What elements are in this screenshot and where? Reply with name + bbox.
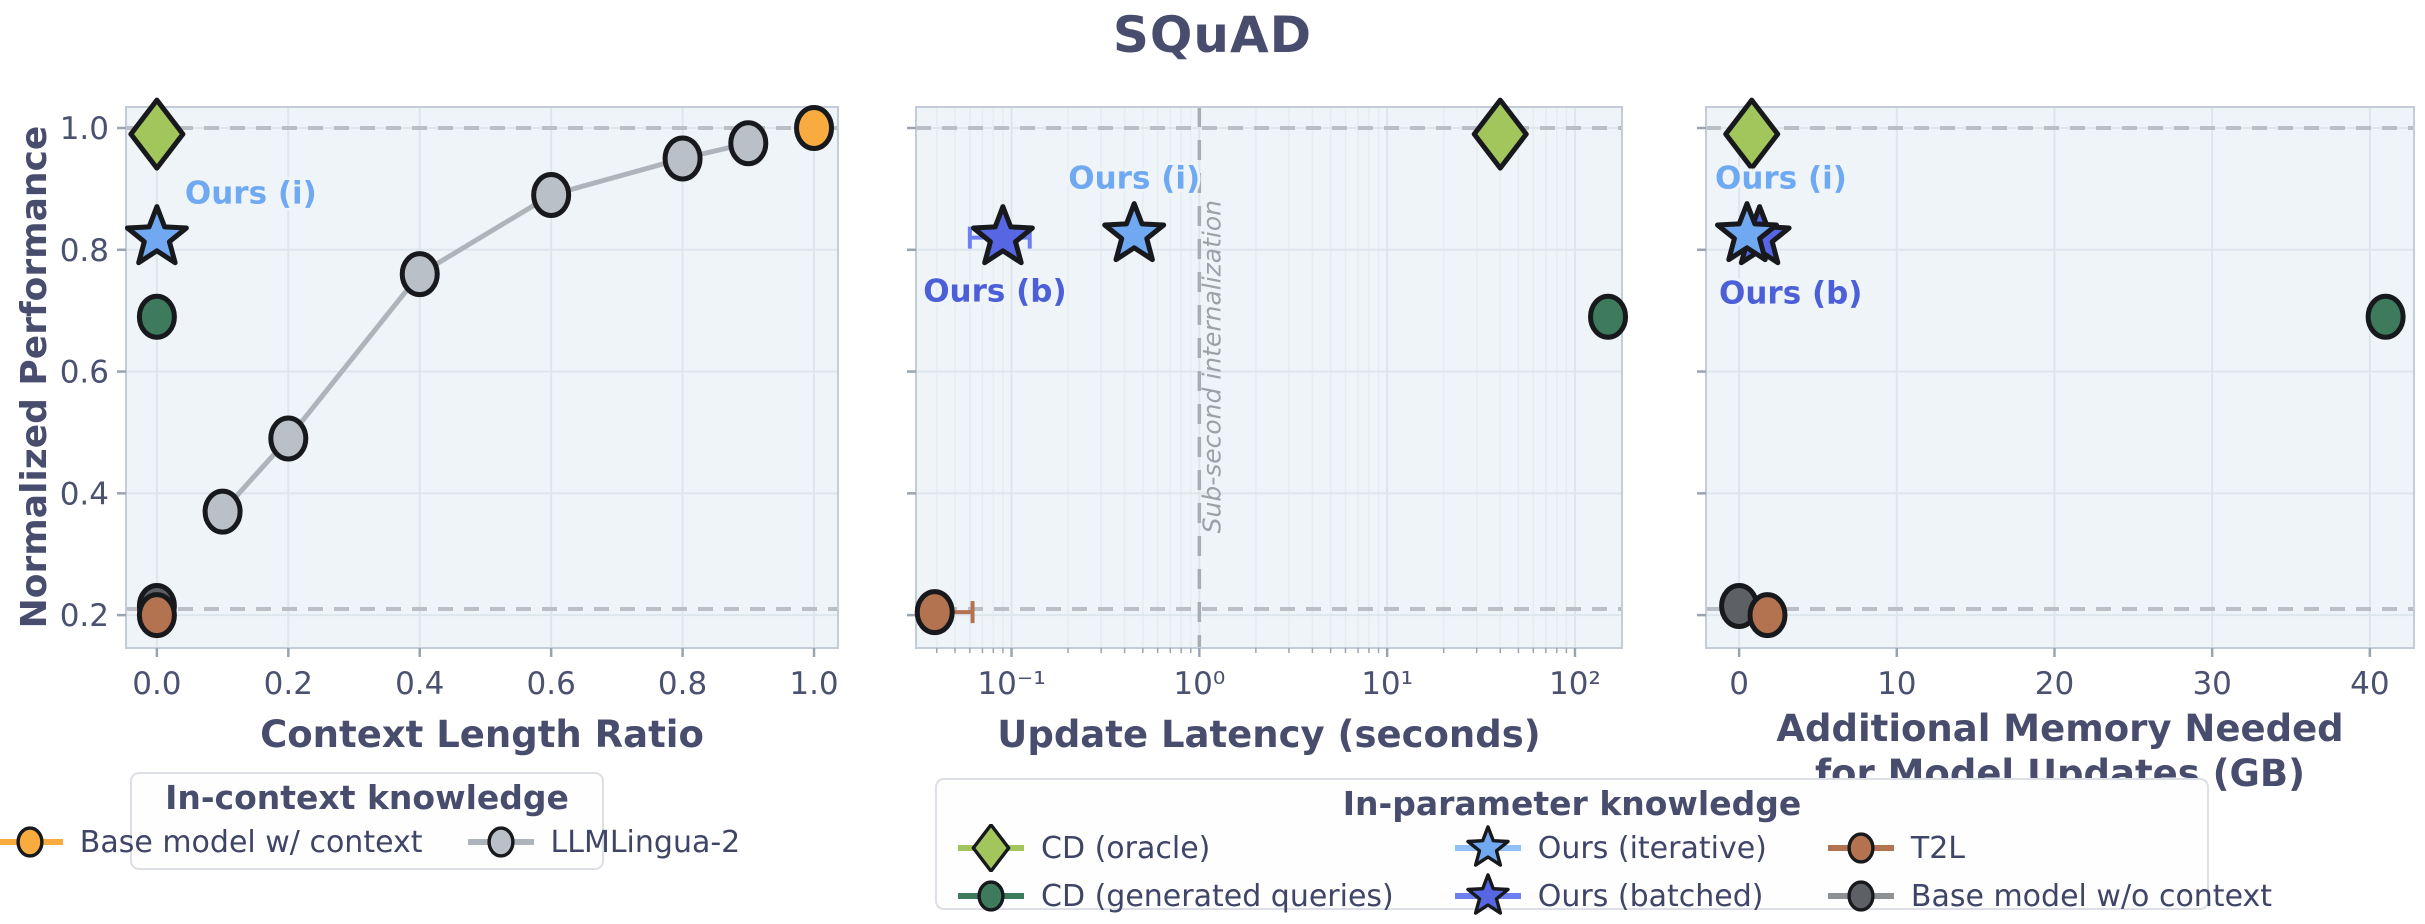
point-cd_oracle [1471, 97, 1529, 171]
legend-item-ours_batched: Ours (batched) [1452, 872, 1767, 920]
legend-item-label: T2L [1910, 830, 1966, 866]
y-tick-label: 0.4 [60, 476, 109, 512]
x-tick-label: 0.8 [658, 666, 707, 702]
x-tick-label: 10⁰ [1173, 666, 1225, 702]
point-llmlingua2 [728, 120, 769, 167]
x-tick-label: 0.2 [264, 666, 313, 702]
point-ours_iterative [124, 204, 189, 266]
legend-title: In-parameter knowledge [1342, 784, 1802, 823]
annotation-label: Ours (i) [1068, 161, 1200, 197]
legend-item-ours_iterative: Ours (iterative) [1452, 824, 1767, 872]
y-tick-label: 0.6 [60, 355, 109, 391]
point-llmlingua2 [202, 488, 243, 535]
point-t2l [914, 589, 955, 636]
annotation-label: Ours (i) [1715, 161, 1847, 197]
point-cd_generated [2365, 293, 2406, 340]
legend-item-label: CD (oracle) [1041, 830, 1211, 866]
x-tick-label: 0.4 [395, 666, 444, 702]
point-cd_generated [136, 293, 177, 340]
y-tick-label: 1.0 [60, 111, 109, 147]
legend-marker-circle-icon [0, 826, 63, 858]
legend-item-label: Ours (batched) [1537, 878, 1764, 914]
panel-2: Sub-second internalization 10⁻¹ 10⁰ 10¹ 10² O… [907, 97, 1629, 702]
point-ours_iterative [1102, 201, 1167, 263]
annotation-label: Ours (i) [185, 176, 317, 212]
plot-spines [915, 106, 1623, 649]
point-cd_oracle [128, 97, 186, 171]
legend-item-cd_oracle: CD (oracle) [955, 824, 1394, 873]
legend-item-base_with_context: Base model w/ context [0, 818, 423, 866]
annotation-label: Ours (b) [1719, 276, 1862, 312]
legend-item-label: LLMLingua-2 [550, 824, 741, 860]
legend-item-t2l: T2L [1825, 824, 2272, 872]
legend-item-cd_generated: CD (generated queries) [955, 872, 1394, 920]
x-axis-label-context-length-ratio: Context Length Ratio [260, 713, 704, 756]
x-tick-label: 0 [1729, 666, 1749, 702]
annotation-label: Ours (b) [923, 274, 1066, 310]
x-axis-label-update-latency: Update Latency (seconds) [997, 713, 1541, 756]
point-ours_batched [971, 204, 1035, 266]
plot-background [1706, 107, 2414, 648]
point-base_with_context [794, 105, 835, 152]
y-tick-label: 0.8 [60, 233, 109, 269]
plot-spines [1705, 106, 2415, 649]
legend-items: Base model w/ context LLMLingua-2 [0, 818, 740, 866]
plot-background [916, 107, 1622, 648]
x-tick-label: 30 [2192, 666, 2231, 702]
legend-in-parameter-knowledge: In-parameter knowledge CD (oracle) CD (ge… [935, 778, 2272, 916]
panel-3: 0 10 20 30 40 Ours (i) Ours (b) [1697, 97, 2415, 702]
legend-marker-circle-icon [958, 880, 1024, 912]
point-llmlingua2 [662, 135, 703, 182]
sub-second-note: Sub-second internalization [1197, 200, 1226, 533]
x-tick-label: 20 [2035, 666, 2074, 702]
legend-marker-circle-icon [1827, 880, 1894, 912]
point-ours_iterative [1715, 201, 1779, 263]
legend-item-base_no_context: Base model w/o context [1825, 872, 2272, 920]
legend-item-label: Ours (iterative) [1537, 830, 1767, 866]
x-tick-label: 0.6 [527, 666, 576, 702]
plot-background [126, 107, 838, 648]
legend-in-context-knowledge: In-context knowledge Base model w/ conte… [0, 772, 740, 870]
legend-marker-star-icon [1454, 825, 1521, 868]
point-llmlingua2 [399, 251, 440, 298]
legend-marker-circle-icon [1827, 832, 1894, 864]
legend-marker-diamond-icon [958, 824, 1024, 873]
x-tick-label: 10 [1877, 666, 1916, 702]
point-llmlingua2 [531, 171, 572, 218]
point-t2l [1747, 592, 1788, 639]
legend-item-llmlingua2: LLMLingua-2 [465, 818, 741, 866]
legend-items: CD (oracle) CD (generated queries) Ours (i… [951, 824, 2272, 920]
x-tick-label: 1.0 [789, 666, 838, 702]
x-tick-label: 10¹ [1361, 666, 1413, 702]
plots-canvas: 0.0 0.2 0.4 0.6 0.8 1.0 0.2 0.4 0.6 0.8 1.0 Ours (i… [60, 97, 2415, 702]
x-tick-label: 40 [2350, 666, 2389, 702]
figure-title: SQuAD [1112, 6, 1313, 64]
x-tick-label: 0.0 [132, 666, 181, 702]
legend-title: In-context knowledge [165, 778, 569, 817]
point-t2l [136, 592, 177, 639]
point-cd_oracle [1723, 97, 1781, 171]
legend-item-label: Base model w/o context [1910, 878, 2273, 914]
y-tick-label: 0.2 [60, 598, 109, 634]
legend-item-label: CD (generated queries) [1041, 878, 1394, 914]
legend-item-label: Base model w/ context [79, 824, 423, 860]
point-llmlingua2 [268, 415, 309, 462]
legend-marker-star-icon [1454, 873, 1521, 916]
x-tick-label: 10² [1549, 666, 1601, 702]
legend-marker-circle-icon [467, 826, 534, 858]
panel-1: 0.0 0.2 0.4 0.6 0.8 1.0 0.2 0.4 0.6 0.8 1.0 Ours (i… [60, 97, 839, 702]
point-cd_generated [1588, 293, 1629, 340]
x-tick-label: 10⁻¹ [977, 666, 1045, 702]
plot-spines [125, 106, 839, 649]
